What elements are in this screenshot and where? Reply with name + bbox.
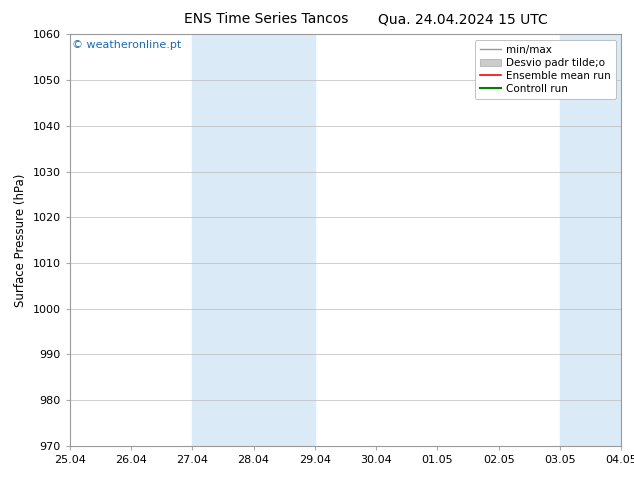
Text: © weatheronline.pt: © weatheronline.pt xyxy=(72,41,182,50)
Bar xyxy=(192,34,315,446)
Text: Qua. 24.04.2024 15 UTC: Qua. 24.04.2024 15 UTC xyxy=(378,12,548,26)
Legend: min/max, Desvio padr tilde;o, Ensemble mean run, Controll run: min/max, Desvio padr tilde;o, Ensemble m… xyxy=(475,40,616,99)
Text: ENS Time Series Tancos: ENS Time Series Tancos xyxy=(184,12,349,26)
Bar xyxy=(560,34,621,446)
Y-axis label: Surface Pressure (hPa): Surface Pressure (hPa) xyxy=(14,173,27,307)
